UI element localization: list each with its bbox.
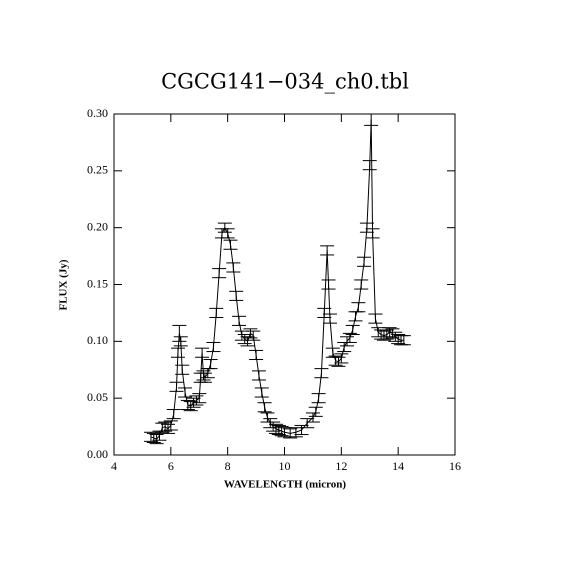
- error-bar: [195, 347, 210, 358]
- error-bar: [209, 307, 224, 318]
- error-bar: [249, 349, 264, 361]
- error-bar: [257, 402, 272, 413]
- y-tick-label: 0.25: [87, 163, 108, 177]
- y-tick-label: 0.15: [87, 276, 108, 290]
- error-bar: [192, 393, 207, 404]
- error-bar: [317, 307, 332, 318]
- error-bar: [354, 279, 369, 290]
- y-tick-label: 0.30: [87, 106, 108, 120]
- x-tick-label: 14: [392, 459, 404, 473]
- error-bar: [320, 245, 335, 256]
- error-bar: [334, 353, 349, 364]
- y-tick-label: 0.00: [87, 447, 108, 461]
- y-tick-label: 0.20: [87, 219, 108, 233]
- error-bar: [351, 302, 366, 313]
- error-bar: [173, 336, 188, 347]
- error-bar: [321, 279, 336, 290]
- error-bar: [203, 359, 218, 370]
- error-bar: [314, 368, 329, 379]
- x-tick-label: 6: [168, 459, 174, 473]
- error-bar: [160, 423, 175, 434]
- error-bar: [362, 160, 377, 171]
- x-tick-label: 4: [111, 459, 117, 473]
- error-bar: [175, 364, 190, 375]
- error-bar: [178, 387, 193, 398]
- x-tick-label: 10: [279, 459, 291, 473]
- error-bar: [243, 328, 258, 339]
- error-bar: [217, 222, 232, 233]
- error-bar: [263, 418, 278, 429]
- chart-title: CGCG141−034_ch0.tbl: [161, 70, 409, 94]
- error-bar: [206, 341, 221, 353]
- error-bar: [322, 313, 337, 324]
- error-bar: [189, 395, 204, 406]
- error-bar: [226, 262, 241, 273]
- error-bar: [300, 418, 315, 429]
- error-bar: [266, 421, 281, 432]
- error-bar: [340, 336, 355, 347]
- x-tick-label: 12: [335, 459, 347, 473]
- error-bar: [331, 356, 346, 367]
- y-tick-label: 0.05: [87, 390, 108, 404]
- error-bar: [364, 113, 379, 126]
- error-bar: [246, 330, 261, 341]
- error-bar: [345, 324, 360, 336]
- error-bar: [359, 222, 374, 233]
- error-bar: [357, 256, 372, 267]
- y-axis-label: FLUX (Jy): [58, 259, 70, 310]
- error-bar: [396, 335, 411, 346]
- error-bar: [368, 313, 383, 324]
- error-bar: [212, 268, 227, 279]
- error-bar: [365, 228, 380, 239]
- error-bar: [388, 331, 403, 342]
- error-bar: [251, 370, 266, 381]
- error-bar: [385, 328, 400, 339]
- error-bar: [232, 315, 247, 326]
- error-bar: [294, 424, 309, 436]
- error-bar: [166, 409, 181, 420]
- y-tick-label: 0.10: [87, 333, 108, 347]
- error-bar: [254, 387, 269, 398]
- error-bar: [229, 290, 244, 301]
- error-bar: [311, 393, 326, 404]
- error-bar: [163, 420, 178, 431]
- x-tick-label: 16: [449, 459, 461, 473]
- error-bar: [170, 347, 185, 358]
- error-bar: [305, 412, 320, 423]
- error-bar: [223, 239, 238, 250]
- error-bar: [169, 381, 184, 392]
- error-bar: [237, 334, 252, 345]
- error-bar: [149, 434, 164, 445]
- x-axis-label: WAVELENGTH (micron): [224, 479, 346, 491]
- error-bar: [172, 324, 187, 342]
- error-bar: [308, 406, 323, 417]
- error-bar: [220, 228, 235, 239]
- x-tick-label: 8: [225, 459, 231, 473]
- error-bar: [183, 401, 198, 412]
